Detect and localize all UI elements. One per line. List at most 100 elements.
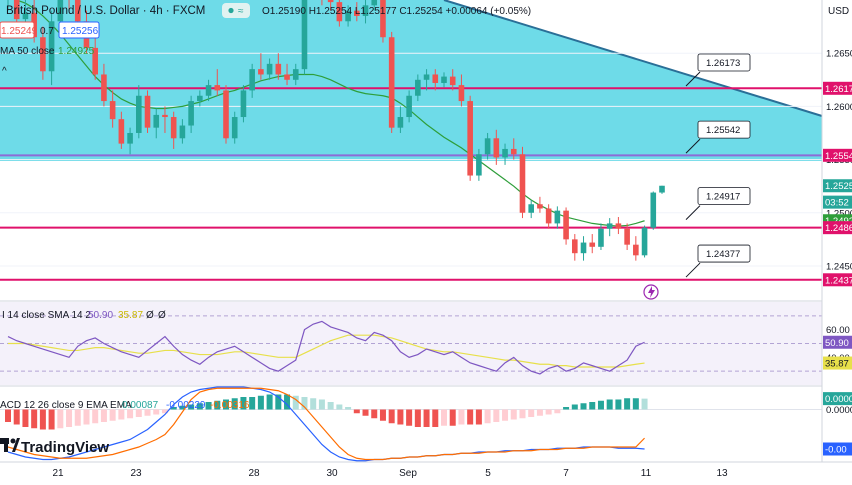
callout-label[interactable]: 1.24377 (685, 244, 751, 278)
macd-bar (615, 399, 622, 410)
candle (633, 236, 639, 261)
callout-label[interactable]: 1.24917 (685, 187, 751, 220)
callout-label[interactable]: 1.25542 (685, 120, 751, 154)
x-tick-label: 11 (641, 468, 652, 479)
candle (397, 106, 404, 133)
candle (502, 143, 508, 165)
descending-trend-line[interactable] (443, 0, 823, 117)
candle (519, 146, 526, 219)
macd-bar (397, 409, 404, 425)
candle (240, 85, 247, 123)
collapse-icon[interactable]: ^ (2, 66, 7, 77)
candle (292, 63, 299, 86)
macd-bar (371, 409, 378, 419)
horizontal-levels[interactable] (0, 87, 822, 281)
price-callouts[interactable]: 1.26173 1.25542 1.24917 1.24377 (685, 53, 751, 278)
candle (301, 0, 308, 75)
macd-bar (327, 402, 334, 410)
candle (197, 90, 203, 107)
candle (74, 0, 81, 27)
time-axis[interactable] (0, 462, 852, 485)
candle (598, 223, 604, 250)
rsi-lines (7, 320, 645, 375)
macd-bar (589, 402, 596, 410)
ask-box[interactable]: 1.25256 (58, 21, 100, 39)
channel-shaded-area (0, 0, 822, 161)
rsi-grid (0, 315, 822, 372)
candle (528, 200, 534, 219)
candle (127, 127, 133, 155)
ma-legend-label[interactable]: MA 50 close (0, 46, 55, 57)
candle (650, 191, 657, 230)
macd-bar (31, 409, 38, 429)
candle (545, 204, 552, 229)
candle (275, 53, 282, 80)
svg-text:1.2554: 1.2554 (825, 151, 852, 162)
macd-bar (449, 409, 456, 426)
rsi-tick-label: 60.00 (826, 325, 850, 336)
macd-bar (153, 409, 160, 415)
macd-bar (484, 409, 491, 424)
tradingview-wordmark: TradingView (21, 439, 109, 456)
visibility-toggle[interactable]: ≈ (222, 3, 250, 18)
svg-text:1.2486: 1.2486 (825, 223, 852, 234)
macd-bar (606, 399, 613, 410)
candle (572, 234, 578, 261)
ask-price: 1.25256 (62, 26, 99, 37)
candle (476, 148, 482, 181)
macd-bar (13, 409, 20, 425)
ohlc-values: O1.25190 H1.25254 L1.25177 C1.25254 +0.0… (262, 6, 531, 17)
rsi-price-tag: 50.90 (823, 335, 852, 349)
macd-bar (284, 394, 291, 410)
candle (441, 72, 447, 88)
candle (615, 217, 622, 235)
macd-bar (100, 409, 107, 422)
macd-bar (493, 409, 500, 422)
macd-bar (423, 409, 430, 427)
macd-bar (188, 404, 195, 410)
callout-label[interactable]: 1.26173 (685, 53, 751, 87)
svg-text:1.26173: 1.26173 (706, 58, 740, 69)
price-tag: 1.2554 (823, 148, 852, 162)
bid-box[interactable]: 1.25249 (0, 21, 38, 39)
macd-price-tag: 0.0000 (823, 392, 852, 406)
macd-line-value: -0.00229 (166, 400, 206, 411)
candle (380, 0, 386, 43)
symbol-title[interactable]: British Pound / U.S. Dollar · 4h · FXCM (6, 5, 205, 17)
macd-signal-value: -0.00316 (210, 400, 250, 411)
macd-bar (48, 409, 55, 430)
x-tick-label: Sep (399, 468, 417, 479)
svg-text:1.25542: 1.25542 (706, 125, 740, 136)
candle (68, 0, 70, 11)
lightning-icon[interactable] (643, 284, 659, 300)
macd-bar (414, 409, 421, 427)
macd-tick-label: 0.0000 (826, 405, 852, 416)
candle (362, 0, 369, 24)
candle (223, 85, 229, 144)
macd-bar (109, 409, 116, 421)
candle (162, 106, 168, 133)
candle (467, 95, 473, 181)
macd-bar (127, 409, 134, 419)
macd-bar (240, 397, 247, 410)
rsi-legend-label[interactable]: I 14 close SMA 14 2 (2, 310, 91, 321)
x-tick-labels: 21 23 28 30 Sep 5 7 11 13 (52, 468, 728, 479)
macd-bar (580, 403, 587, 410)
waves-icon: ≈ (238, 6, 244, 17)
rsi-line (7, 320, 645, 375)
tradingview-logo[interactable]: TradingView (0, 438, 109, 456)
candle (371, 0, 378, 11)
macd-bar (345, 407, 352, 410)
candle (214, 69, 221, 96)
candle (40, 26, 46, 80)
candle (563, 207, 569, 245)
candle (641, 225, 648, 258)
macd-bar (597, 400, 604, 410)
macd-legend-label[interactable]: ACD 12 26 close 9 EMA EMA (0, 400, 132, 411)
svg-text:35.87: 35.87 (825, 359, 849, 370)
macd-bar (528, 409, 535, 417)
rsi-price-tag: 35.87 (823, 356, 852, 370)
macd-bar (57, 409, 64, 429)
